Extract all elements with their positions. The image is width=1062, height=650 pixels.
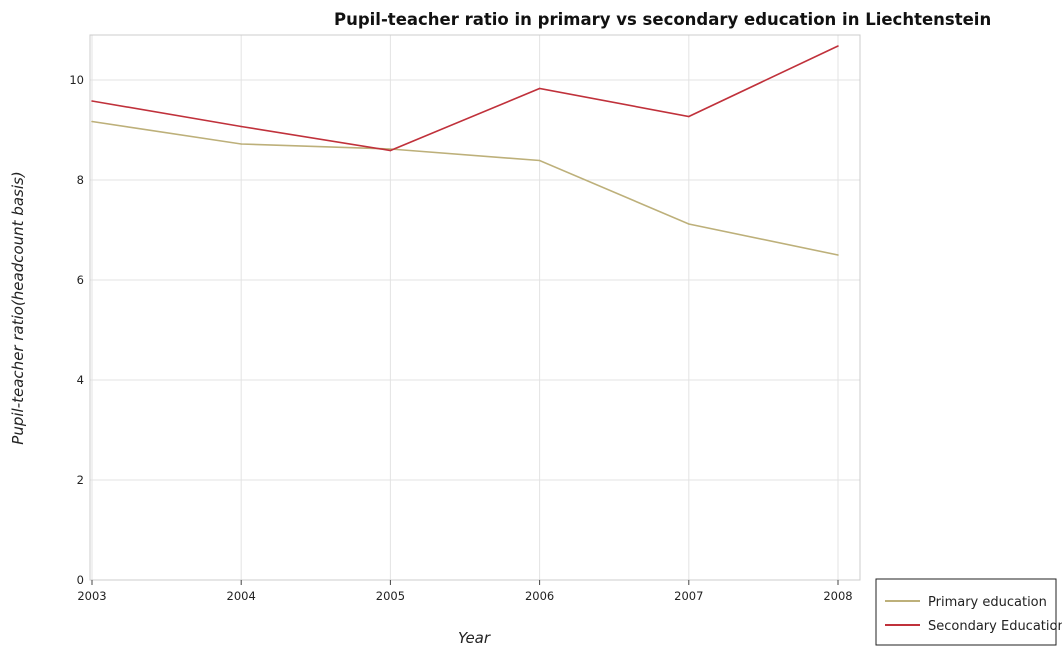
chart-title: Pupil-teacher ratio in primary vs second… [334,10,991,29]
series-line-primary [91,120,839,256]
x-tick-label: 2004 [227,589,256,603]
y-tick-label: 2 [77,473,84,487]
y-tick-label: 0 [77,573,84,587]
data-point [240,143,242,145]
data-point [91,100,93,102]
data-point [389,148,392,150]
x-axis-label: Year [458,629,491,647]
legend-box [875,578,1057,646]
data-point [837,45,839,47]
data-point [538,87,541,90]
x-tick-label: 2006 [525,589,554,603]
x-tick-label: 2007 [674,589,703,603]
series-lines [91,45,839,256]
y-tick-label: 8 [77,173,84,187]
legend-label-secondary: Secondary Education [928,619,1062,634]
data-point [91,120,93,123]
x-tick-label: 2003 [77,589,106,603]
data-point [389,149,392,152]
legend: Primary education Secondary Education [875,578,1062,646]
y-tick-label: 4 [77,373,84,387]
data-point [837,254,839,256]
series-line-secondary [91,45,839,152]
y-axis-label: Pupil-teacher ratio(headcount basis) [9,171,27,444]
x-tick-label: 2005 [376,589,405,603]
data-point [688,115,690,118]
data-point [538,159,541,162]
y-tick-label: 10 [69,73,84,87]
data-point [688,223,690,225]
grid [90,35,860,581]
legend-label-primary: Primary education [928,595,1047,610]
axis-ticks: 0 2 4 6 8 10 2003 2004 2005 2006 2007 2008 [69,73,852,603]
plot-area-frame [89,34,861,581]
x-tick-label: 2008 [823,589,852,603]
data-point [240,125,242,128]
y-tick-label: 6 [77,273,84,287]
